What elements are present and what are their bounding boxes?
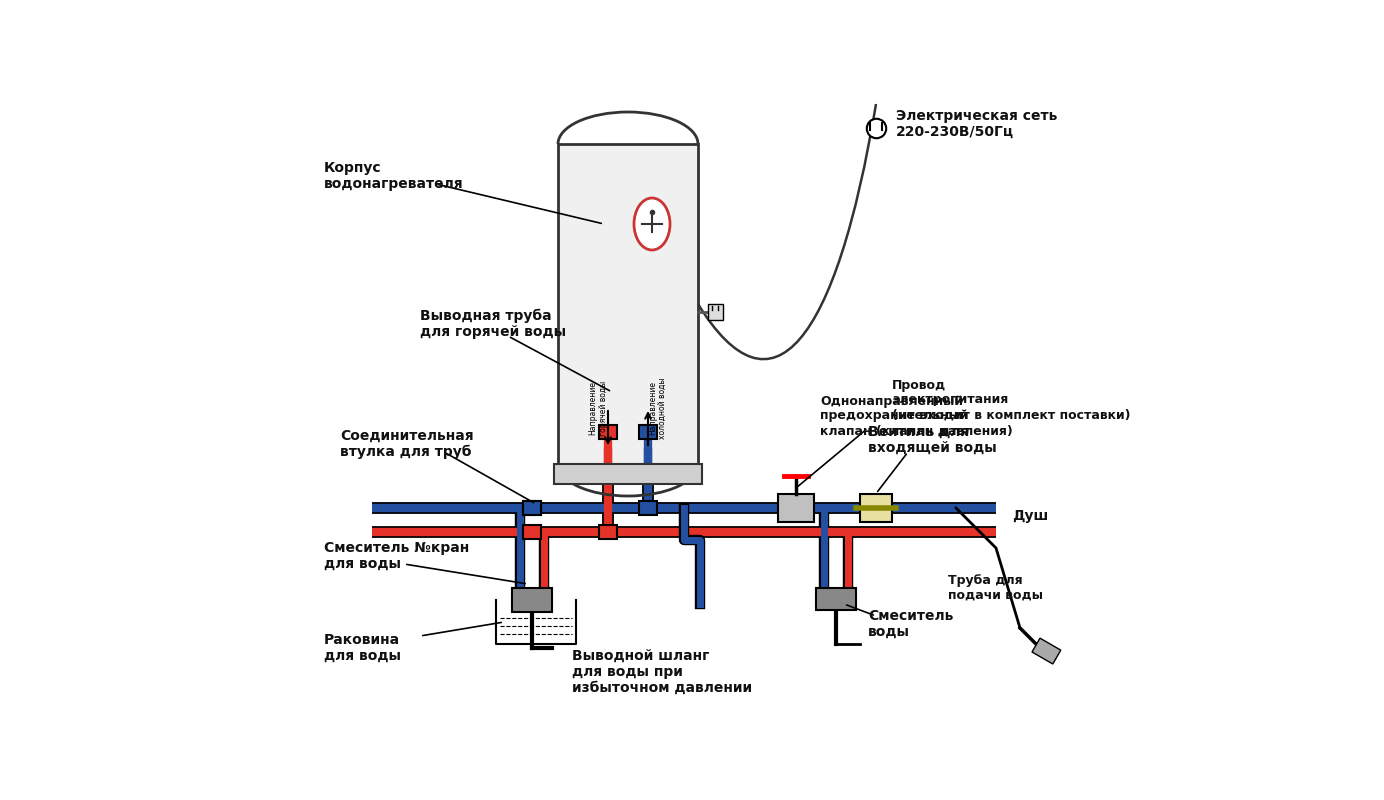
Bar [523,501,541,515]
Bar [523,501,541,515]
Text: Направление
горячей воды: Направление горячей воды [588,381,608,435]
Text: Однонаправленный
предохранительный
клапан (клапан давления): Однонаправленный предохранительный клапа… [819,394,1013,438]
Text: Смеситель
воды: Смеситель воды [868,609,954,639]
Bar [778,494,814,522]
Text: Смеситель №кран
для воды: Смеситель №кран для воды [324,541,469,571]
Text: Направление
холодной воды: Направление холодной воды [648,378,667,438]
Text: Раковина
для воды: Раковина для воды [324,633,401,663]
Bar [859,494,893,522]
Bar [512,588,552,612]
Bar [1032,638,1060,664]
Ellipse shape [634,198,670,250]
Bar [817,588,855,610]
Text: Труба для
подачи воды: Труба для подачи воды [948,574,1044,602]
Bar [599,525,617,539]
Text: Выводной шланг
для воды при
избыточном давлении: Выводной шланг для воды при избыточном д… [572,649,752,695]
Bar [639,501,657,515]
Text: Провод
электропитания
(не входит в комплект поставки): Провод электропитания (не входит в компл… [893,378,1131,422]
Bar [599,425,617,439]
Bar [523,525,541,539]
Text: Корпус
водонагревателя: Корпус водонагревателя [324,161,464,191]
Bar [639,425,657,439]
Text: Электрическая сеть
220-230В/50Гц: Электрическая сеть 220-230В/50Гц [895,109,1057,139]
Text: Выводная труба
для горячей воды: Выводная труба для горячей воды [419,309,566,339]
Bar [709,304,722,320]
Text: Душ: Душ [1012,509,1048,523]
Text: Вентиль для
входящей воды: Вентиль для входящей воды [868,425,996,455]
Bar [554,464,702,484]
Bar [558,144,698,464]
Text: Соединительная
втулка для труб: Соединительная втулка для труб [340,429,473,459]
